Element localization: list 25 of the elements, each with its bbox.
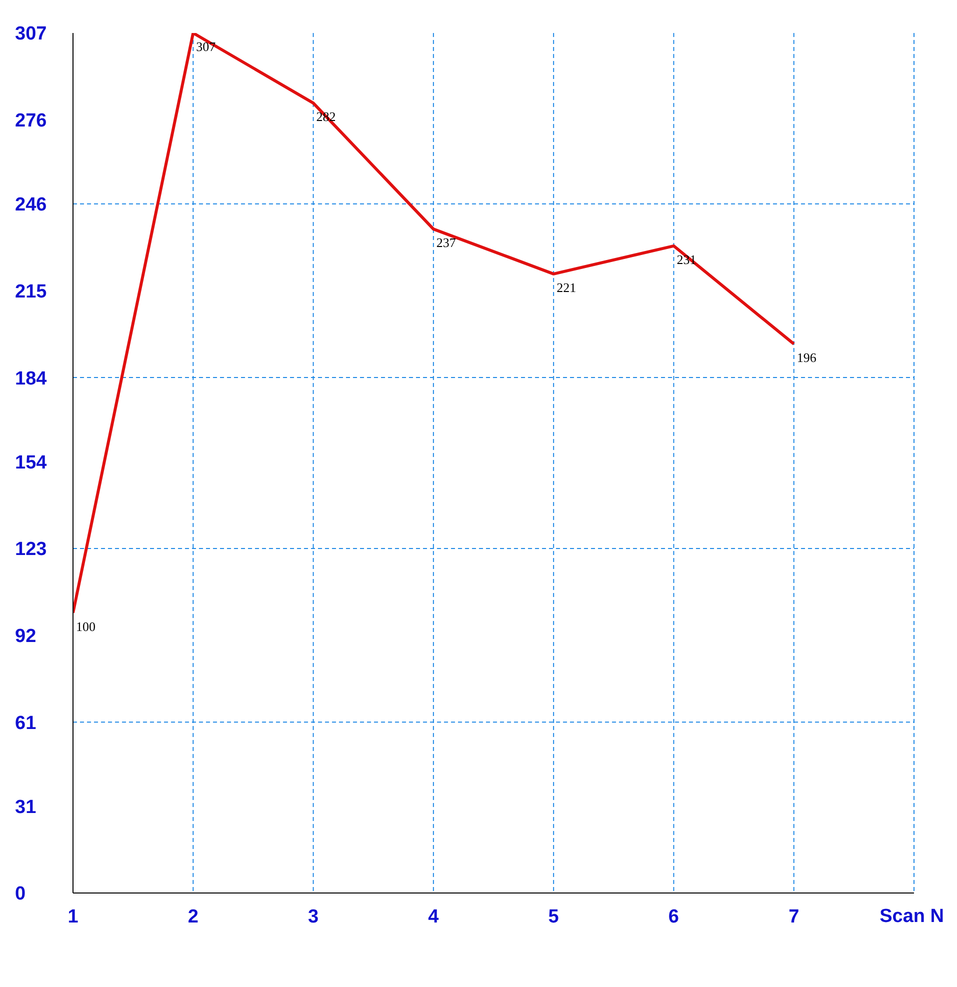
- y-tick-label: 246: [15, 194, 47, 216]
- y-tick-label: 154: [15, 452, 48, 474]
- line-series: [73, 33, 796, 614]
- data-label: 100: [76, 618, 96, 634]
- data-label: 196: [796, 350, 817, 365]
- y-tick-label: 184: [15, 368, 48, 390]
- x-tick-label: 7: [788, 906, 800, 928]
- x-tick-label: 2: [188, 906, 198, 928]
- y-tick-label: 61: [15, 712, 37, 734]
- y-tick-label: 276: [15, 110, 47, 132]
- y-tick-label: 92: [15, 626, 36, 648]
- y-tick-label: 123: [15, 539, 47, 560]
- y-tick-label: 0: [15, 884, 26, 905]
- y-tick-label: 307: [15, 24, 47, 45]
- x-tick-label: 1: [68, 906, 79, 928]
- x-tick-label: 3: [308, 906, 319, 928]
- data-label: 221: [556, 280, 576, 295]
- data-label: 237: [436, 235, 456, 250]
- x-tick-label: 6: [668, 906, 680, 928]
- y-tick-label: 215: [15, 281, 48, 302]
- data-label: 307: [196, 39, 216, 54]
- x-tick-label: 5: [548, 906, 560, 928]
- y-tick-label: 31: [15, 796, 37, 818]
- x-tick-label: 4: [428, 906, 440, 928]
- x-axis-title: Scan N: [880, 906, 944, 927]
